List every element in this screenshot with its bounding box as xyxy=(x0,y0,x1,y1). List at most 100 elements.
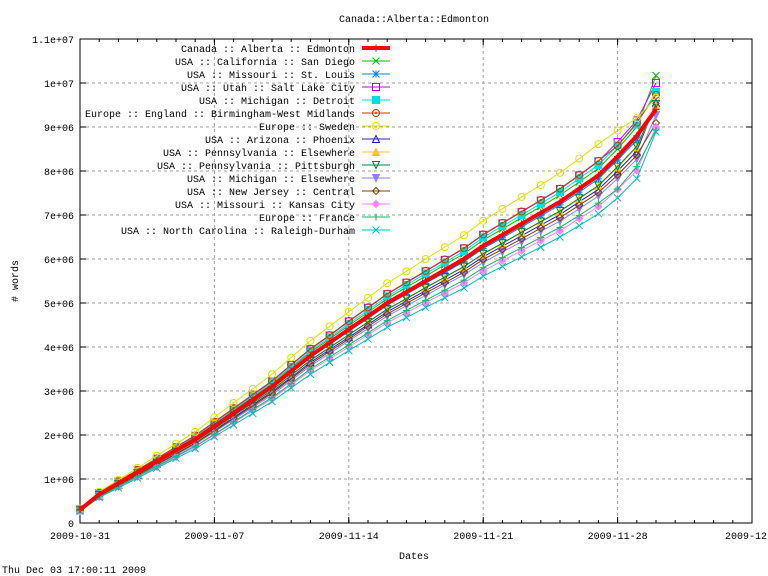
data-point xyxy=(613,156,622,164)
x-tick-label: 2009-11-14 xyxy=(319,532,379,543)
y-tick-label: 1.1e+07 xyxy=(32,36,74,47)
data-point xyxy=(422,277,430,285)
x-tick-label: 2009-11-07 xyxy=(184,532,244,543)
data-point xyxy=(597,159,600,162)
plot-border xyxy=(79,38,753,524)
data-point xyxy=(575,154,584,163)
legend-marker xyxy=(372,109,380,117)
data-point xyxy=(652,127,660,136)
data-point xyxy=(440,278,450,287)
data-point xyxy=(364,293,372,302)
legend-entry: Canada :: Alberta :: Edmonton xyxy=(181,44,390,56)
data-point xyxy=(633,132,641,140)
data-point xyxy=(440,243,449,252)
data-point xyxy=(460,244,468,252)
data-point xyxy=(613,126,622,135)
data-point xyxy=(383,323,392,332)
legend-entry: USA :: Utah :: Salt Lake City xyxy=(181,83,390,95)
data-point xyxy=(517,192,526,201)
data-point xyxy=(555,207,565,216)
y-tick-label: 5e+06 xyxy=(44,300,74,311)
data-point xyxy=(594,156,603,165)
series-0 xyxy=(76,105,660,514)
legend-entry: USA :: Pennsylvania :: Pittsburgh xyxy=(157,161,390,173)
data-point xyxy=(424,269,427,272)
data-point xyxy=(251,393,254,396)
series-14 xyxy=(76,127,660,515)
data-point xyxy=(268,383,276,391)
data-point xyxy=(287,380,295,388)
data-point xyxy=(518,244,526,252)
data-point xyxy=(537,233,545,241)
data-point xyxy=(271,379,273,382)
legend-label: USA :: Michigan :: Elsewhere xyxy=(187,174,355,186)
data-point xyxy=(479,216,488,225)
data-point xyxy=(578,173,581,176)
legend-entry: USA :: Michigan :: Detroit xyxy=(199,96,390,108)
data-point xyxy=(575,188,584,196)
data-point xyxy=(287,384,296,392)
data-point xyxy=(517,207,526,216)
data-point xyxy=(249,396,257,404)
data-point xyxy=(556,184,564,193)
data-point xyxy=(498,245,507,254)
data-point xyxy=(633,163,641,171)
data-point xyxy=(539,199,542,202)
legend-marker xyxy=(371,186,381,196)
data-point xyxy=(232,407,235,410)
legend-marker xyxy=(371,174,381,183)
data-point xyxy=(632,114,641,123)
data-point xyxy=(383,289,392,298)
data-point xyxy=(594,140,603,149)
data-point xyxy=(594,171,602,179)
data-point xyxy=(613,162,622,172)
data-point xyxy=(114,479,122,487)
data-point xyxy=(347,320,350,323)
data-point xyxy=(594,202,603,211)
data-point xyxy=(344,346,353,355)
legend-entry: Europe :: Sweden xyxy=(259,122,390,134)
data-point xyxy=(501,221,504,224)
data-point xyxy=(482,233,485,236)
data-point xyxy=(594,188,603,197)
x-tick-label: 2009-10-31 xyxy=(50,532,110,543)
data-point xyxy=(364,312,372,320)
data-point xyxy=(614,185,622,193)
legend-marker xyxy=(371,134,381,143)
legend-entry: USA :: California :: San Diego xyxy=(175,57,390,69)
data-point xyxy=(632,136,641,145)
data-point xyxy=(518,220,526,228)
data-point xyxy=(594,199,602,207)
data-point xyxy=(402,288,410,296)
data-point xyxy=(537,209,545,217)
data-point xyxy=(574,194,584,203)
legend-entry: USA :: Michigan :: Elsewhere xyxy=(187,174,390,186)
legend-marker xyxy=(375,112,377,114)
data-point xyxy=(309,347,312,350)
data-point xyxy=(463,247,465,249)
series-13 xyxy=(76,126,660,515)
data-point xyxy=(402,313,411,322)
data-point xyxy=(441,266,449,274)
data-point xyxy=(248,409,257,418)
data-point xyxy=(517,228,526,237)
data-point xyxy=(479,264,487,272)
legend-label: Europe :: France xyxy=(259,214,355,225)
data-point xyxy=(498,218,507,227)
data-point xyxy=(575,185,583,193)
data-point xyxy=(344,307,353,316)
data-point xyxy=(440,293,449,302)
data-point xyxy=(210,413,219,422)
data-point xyxy=(479,242,487,250)
data-point xyxy=(306,352,314,360)
data-point xyxy=(290,363,293,366)
data-point xyxy=(325,322,334,331)
legend-label: Europe :: Sweden xyxy=(259,122,355,134)
data-point xyxy=(172,446,180,454)
legend-label: USA :: Pennsylvania :: Elsewhere xyxy=(163,148,355,160)
series-line xyxy=(79,75,657,510)
legend-marker xyxy=(371,199,381,209)
data-point xyxy=(345,325,353,333)
data-point xyxy=(574,201,584,210)
